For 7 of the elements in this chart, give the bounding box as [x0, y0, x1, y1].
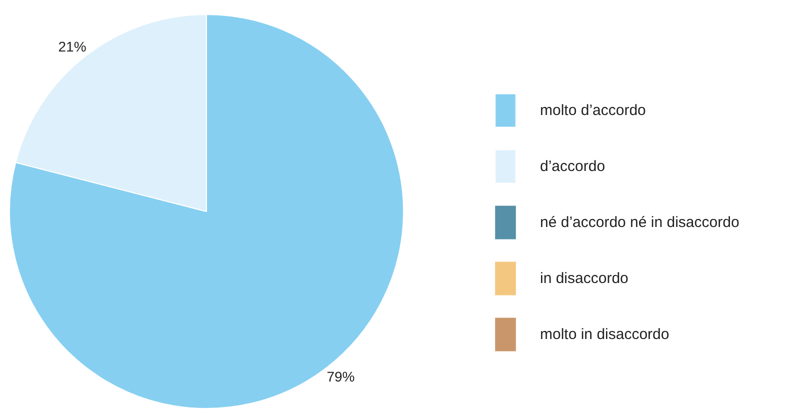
legend-label: molto in disaccordo	[540, 326, 670, 342]
legend-label: né d’accordo né in disaccordo	[540, 214, 740, 230]
data-label: 79%	[326, 368, 355, 385]
legend-label: molto d’accordo	[540, 102, 646, 118]
legend-label: in disaccordo	[540, 270, 628, 286]
legend-label: d’accordo	[540, 158, 606, 174]
data-label: 21%	[58, 38, 86, 54]
